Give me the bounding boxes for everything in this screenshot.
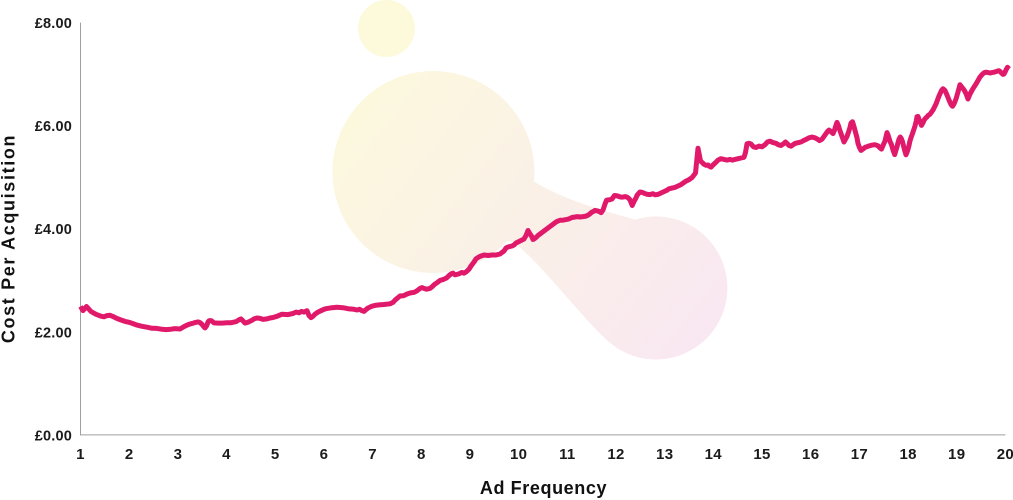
svg-text:£4.00: £4.00: [35, 222, 72, 238]
svg-text:12: 12: [607, 446, 624, 463]
svg-text:Ad Frequency: Ad Frequency: [480, 478, 607, 498]
svg-text:8: 8: [417, 446, 426, 463]
svg-text:£2.00: £2.00: [35, 325, 72, 341]
svg-text:5: 5: [271, 446, 280, 463]
svg-text:18: 18: [899, 446, 916, 463]
svg-text:9: 9: [466, 446, 475, 463]
svg-text:£6.00: £6.00: [35, 119, 72, 135]
svg-text:14: 14: [705, 446, 723, 463]
svg-text:3: 3: [174, 446, 183, 463]
svg-text:2: 2: [125, 446, 134, 463]
svg-text:Cost Per Acquisition: Cost Per Acquisition: [0, 134, 19, 343]
svg-text:£8.00: £8.00: [35, 16, 72, 32]
svg-text:6: 6: [320, 446, 329, 463]
svg-text:1: 1: [76, 446, 85, 463]
svg-text:11: 11: [559, 446, 575, 463]
svg-text:13: 13: [656, 446, 673, 463]
svg-text:7: 7: [368, 446, 377, 463]
svg-text:15: 15: [753, 446, 770, 463]
svg-text:17: 17: [851, 446, 868, 463]
svg-text:£0.00: £0.00: [35, 429, 72, 445]
svg-text:19: 19: [948, 446, 965, 463]
svg-text:4: 4: [222, 446, 231, 463]
svg-text:16: 16: [802, 446, 819, 463]
svg-text:10: 10: [510, 446, 527, 463]
svg-text:20: 20: [997, 446, 1013, 463]
